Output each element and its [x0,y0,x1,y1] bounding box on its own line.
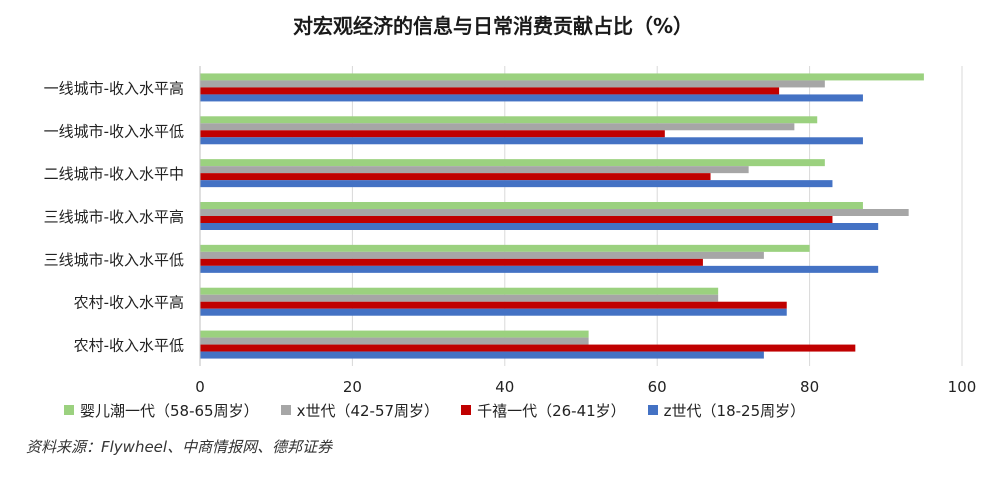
bar [200,308,787,316]
bar [200,294,719,302]
bar [200,216,833,223]
bar [200,137,863,145]
bar [200,202,863,209]
bar [200,330,589,338]
bar [200,123,795,131]
bar-chart: 一线城市-收入水平高一线城市-收入水平低二线城市-收入水平中三线城市-收入水平高… [44,66,977,396]
bar [200,209,909,216]
category-label: 三线城市-收入水平低 [44,251,184,269]
bar [200,265,879,273]
legend-swatch [647,405,658,415]
x-tick-label: 60 [648,378,667,396]
category-label: 三线城市-收入水平高 [44,208,184,226]
bar [200,344,856,352]
chart-title: 对宏观经济的信息与日常消费贡献占比（%） [292,14,694,38]
legend-item: 婴儿潮一代（58-65周岁） [64,400,259,421]
category-label: 一线城市-收入水平高 [44,79,184,97]
bar [200,351,764,359]
bar [200,223,879,230]
category-label: 农村-收入水平低 [74,337,184,355]
bar [200,130,665,138]
category-label: 二线城市-收入水平中 [44,165,184,183]
legend-swatch [461,405,472,415]
bar [200,94,863,102]
bar [200,73,924,81]
legend-item: z世代（18-25周岁） [647,400,806,421]
bar [200,159,825,167]
bar [200,287,719,295]
bar [200,301,787,309]
bar [200,166,749,174]
bar [200,173,711,181]
legend-label: x世代（42-57周岁） [296,401,440,420]
legend-item: x世代（42-57周岁） [280,400,440,421]
legend-label: z世代（18-25周岁） [663,401,806,420]
x-tick-label: 40 [495,378,514,396]
x-tick-label: 100 [948,378,977,396]
bar [200,251,764,259]
legend: 婴儿潮一代（58-65周岁） x世代（42-57周岁） 千禧一代（26-41岁） z世… [64,400,827,420]
category-label: 农村-收入水平高 [74,294,184,312]
legend-swatch [280,405,291,415]
x-tick-label: 20 [343,378,362,396]
bar [200,87,780,95]
legend-item: 千禧一代（26-41岁） [461,400,626,421]
category-label: 一线城市-收入水平低 [44,122,184,140]
x-tick-label: 0 [195,378,205,396]
bar [200,258,703,266]
bar [200,337,589,345]
x-tick-label: 80 [800,378,819,396]
bar [200,244,810,252]
source-note: 资料来源：Flywheel、中商情报网、德邦证券 [26,438,333,456]
legend-label: 婴儿潮一代（58-65周岁） [80,401,259,420]
bar [200,116,818,124]
bar [200,180,833,188]
legend-swatch [64,405,74,415]
bar [200,80,825,88]
legend-label: 千禧一代（26-41岁） [477,401,626,420]
